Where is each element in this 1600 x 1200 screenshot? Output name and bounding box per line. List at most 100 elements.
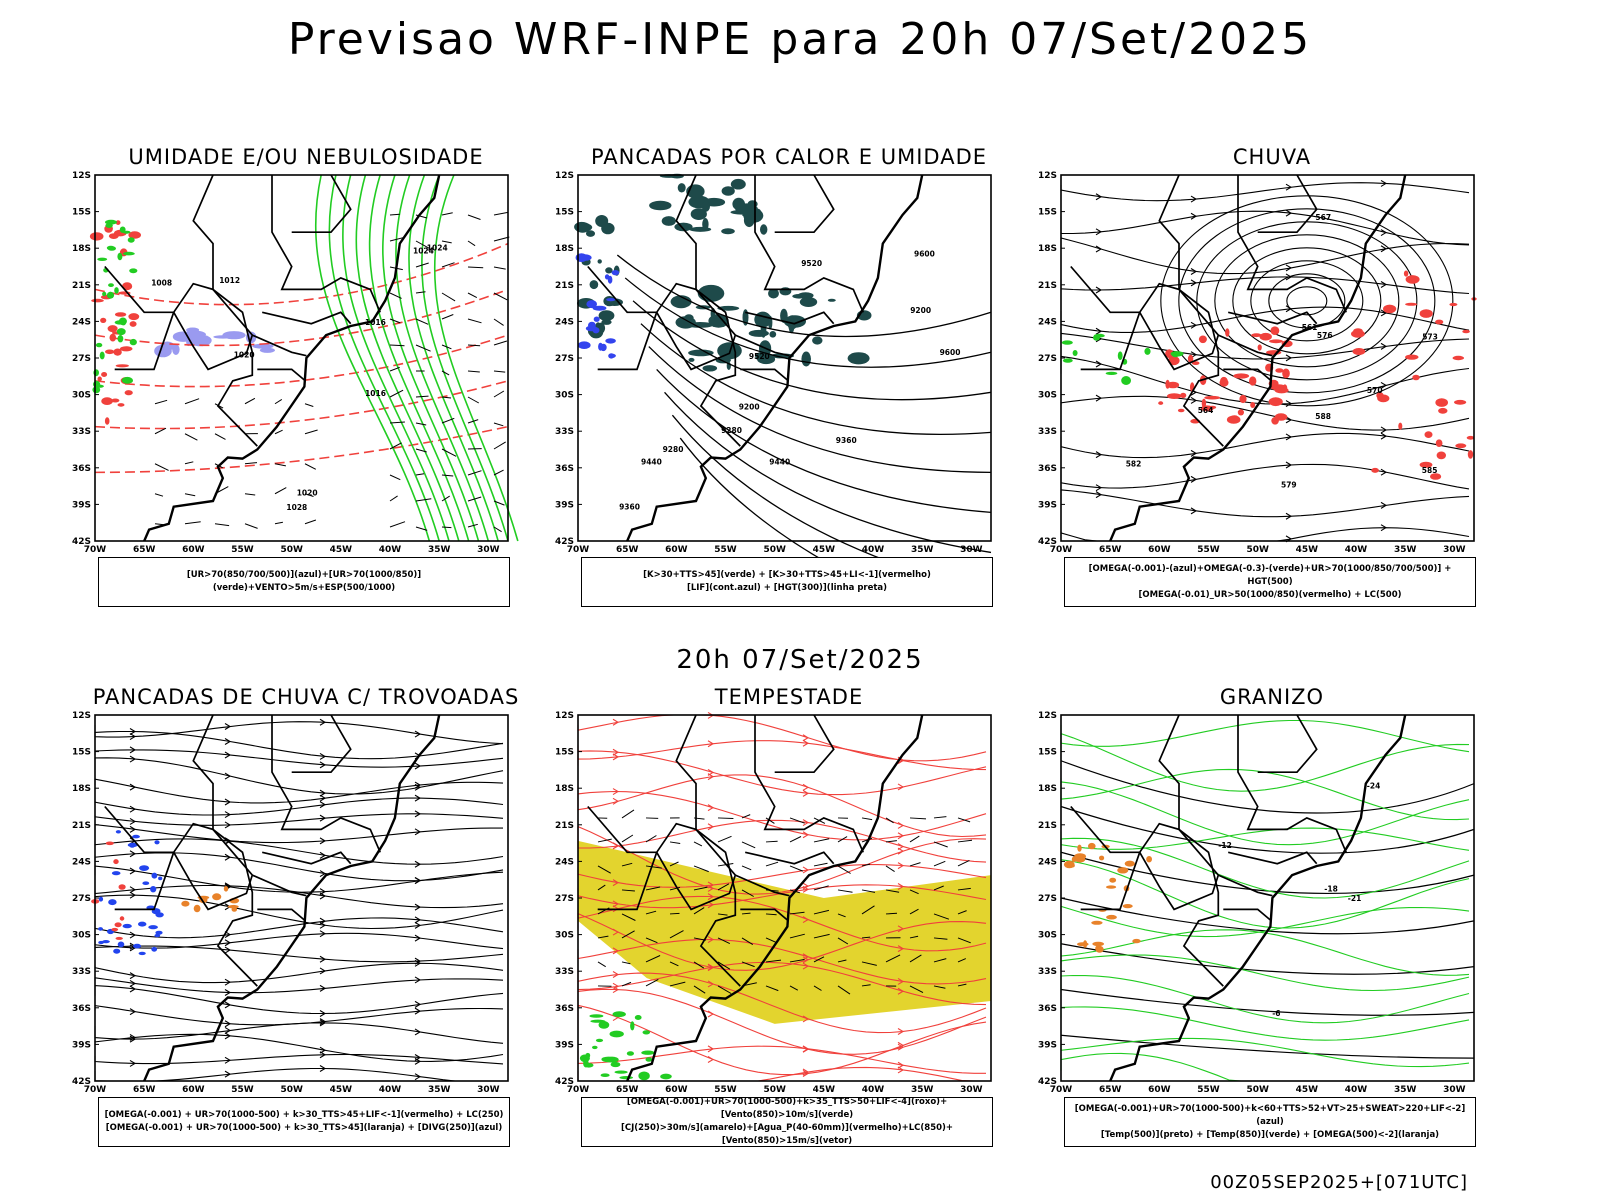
flow-arrow [1380, 309, 1388, 317]
lon-tick-label: 70W [567, 545, 590, 555]
state-border [1223, 368, 1272, 382]
rain-area [1165, 349, 1174, 358]
instability-area [670, 295, 692, 309]
main-title: Previsao WRF-INPE para 20h 07/Set/2025 [287, 14, 1313, 65]
divergence-area [98, 927, 103, 931]
rain-area [1351, 330, 1365, 338]
wind-vector [813, 885, 829, 891]
contour-label: 1024 [413, 247, 434, 256]
wind-vector [669, 841, 681, 844]
state-border [675, 714, 741, 987]
contour-label: 9440 [641, 458, 662, 467]
lat-tick-label: 15S [72, 748, 91, 758]
lon-tick-label: 60W [182, 1085, 205, 1095]
state-border [740, 908, 789, 922]
wind-vector [957, 839, 973, 843]
state-border [1223, 908, 1272, 922]
state-border [774, 174, 835, 234]
rain-area [1405, 302, 1418, 306]
streamline [1060, 929, 1470, 976]
streamline [1060, 182, 1470, 202]
instability-area [788, 316, 795, 334]
wind-vector [645, 910, 657, 915]
lat-tick-label: 42S [72, 537, 91, 547]
flow-arrow [612, 900, 620, 908]
wind-vector [274, 487, 287, 495]
rain-area [1249, 376, 1257, 386]
wind-vector [467, 240, 476, 247]
humidity-red [111, 398, 120, 403]
legend-line: [UR>70(850/700/500)](azul)+[UR>70(1000/8… [186, 570, 422, 593]
rain-green [1144, 347, 1151, 355]
state-border [655, 822, 737, 911]
humidity-green [102, 291, 107, 297]
flow-arrow [1095, 394, 1103, 402]
divergence-area [148, 925, 158, 930]
flow-arrow [319, 930, 327, 938]
streamline [94, 917, 504, 939]
height-contour [624, 277, 992, 368]
lifted-index-area [577, 341, 591, 349]
flow-arrow [129, 979, 137, 987]
wind-vector [389, 389, 404, 398]
wind-vector [415, 344, 431, 352]
rain-green [1072, 350, 1078, 356]
wind-vector [693, 985, 706, 994]
lat-tick-label: 42S [555, 1077, 574, 1087]
wind-vector [274, 398, 283, 405]
flow-arrow [802, 1015, 810, 1023]
state-border [1158, 714, 1224, 987]
wind-vector [765, 959, 782, 963]
lat-tick-label: 24S [555, 317, 574, 327]
wind-850-area [638, 1071, 650, 1081]
instability-area [730, 178, 746, 190]
wind-vector [441, 474, 454, 477]
wind-850-area [583, 1059, 589, 1068]
instability-area [688, 349, 714, 357]
humidity-red [128, 313, 140, 321]
rain-area [1412, 374, 1420, 381]
flow-arrow [707, 1056, 715, 1063]
flow-arrow [1095, 286, 1103, 294]
divergence-area [138, 951, 146, 956]
wind-vector [184, 493, 196, 497]
wind-vector [493, 211, 508, 216]
wind-vector [154, 399, 168, 405]
state-border [262, 851, 352, 865]
wind-vector [861, 905, 875, 915]
rain-area [1352, 348, 1366, 355]
divergence-area [150, 886, 157, 893]
panel-title: UMIDADE E/OU NEBULOSIDADE [128, 145, 484, 169]
footer-runtime: 00Z05SEP2025+[071UTC] [1210, 1172, 1468, 1193]
state-border [587, 265, 658, 371]
wind-vector [909, 862, 921, 867]
flow-arrow [224, 978, 232, 986]
wind-vector [669, 912, 680, 915]
state-border [740, 368, 789, 382]
wind-850-area [592, 1045, 598, 1050]
humidity-red [104, 417, 110, 425]
wind-vector [837, 865, 851, 874]
divergence-area [158, 876, 163, 881]
flow-arrow [802, 783, 810, 791]
wind-vector [244, 462, 258, 465]
flow-arrow [224, 738, 232, 746]
contour-label: 9360 [619, 502, 640, 511]
flow-arrow [612, 797, 620, 805]
streamline [577, 864, 987, 888]
thunder-orange [223, 886, 229, 892]
thunder-orange [212, 893, 222, 901]
instability-area [768, 288, 779, 299]
omega-orange [1132, 938, 1141, 944]
lifted-index-area [586, 300, 597, 309]
thunder-red [119, 916, 125, 921]
omega-orange [1063, 860, 1075, 869]
divergence-area [155, 930, 163, 935]
wind-vector [765, 817, 775, 824]
flow-arrow [1285, 264, 1293, 272]
humidity-red [119, 346, 133, 352]
rain-area [1424, 431, 1433, 438]
rain-area [1430, 473, 1442, 480]
wind-vector [645, 978, 659, 987]
flow-arrow [1380, 381, 1388, 389]
